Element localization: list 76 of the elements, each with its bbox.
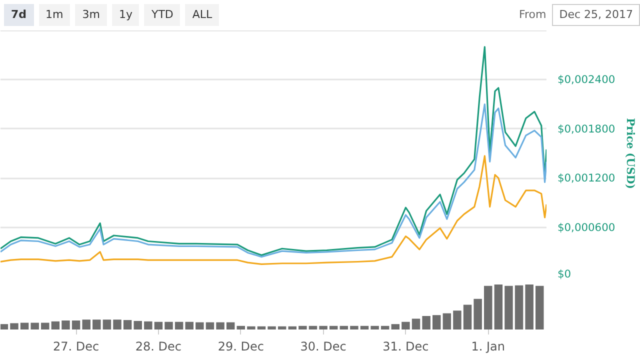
- bar: [236, 326, 245, 330]
- bar: [453, 310, 462, 330]
- bar: [72, 320, 80, 330]
- text: ALL: [185, 4, 220, 26]
- bar: [216, 322, 224, 330]
- bar: [504, 286, 513, 330]
- bar: [185, 322, 194, 330]
- bar: [30, 322, 39, 330]
- bar: [536, 286, 544, 330]
- bar: [340, 326, 348, 330]
- bar: [288, 326, 297, 330]
- y-tick-label: $0,002400: [558, 73, 616, 86]
- bar: [134, 320, 142, 330]
- bar: [474, 298, 482, 330]
- line-series: [0, 104, 546, 258]
- bar: [268, 326, 276, 330]
- bar: [360, 326, 369, 330]
- bar: [62, 320, 70, 330]
- line-series: [0, 46, 546, 256]
- bar: [422, 316, 430, 330]
- bar: [370, 326, 379, 330]
- bar: [123, 320, 132, 330]
- bar: [247, 326, 256, 330]
- x-tick-label: 28. Dec: [135, 340, 182, 354]
- bar: [402, 322, 410, 330]
- line-series: [0, 155, 546, 265]
- text: 1y: [112, 4, 140, 26]
- bar: [319, 326, 328, 330]
- text: 3m: [75, 4, 107, 26]
- bar: [20, 322, 29, 330]
- bar: [196, 322, 204, 330]
- bar: [442, 313, 452, 330]
- text: From: [518, 8, 546, 21]
- bar: [102, 320, 112, 330]
- bar: [278, 326, 286, 330]
- y-axis-title: Price (USD): [624, 118, 638, 189]
- x-tick-label: 1. Jan: [471, 340, 506, 354]
- x-tick-label: 27. Dec: [52, 340, 100, 354]
- bar: [0, 324, 8, 330]
- bar: [154, 322, 163, 330]
- bar: [298, 326, 307, 330]
- x-tick-label: 29. Dec: [218, 340, 264, 354]
- bar: [525, 284, 534, 330]
- bar: [484, 286, 492, 330]
- bar: [144, 321, 152, 330]
- bar: [82, 320, 90, 330]
- y-tick-label: $0: [558, 268, 572, 280]
- bar: [463, 304, 472, 330]
- bar: [412, 318, 420, 330]
- bar: [226, 322, 235, 330]
- bar: [329, 326, 338, 330]
- bar: [174, 322, 184, 330]
- text: Dec 25, 2017: [552, 4, 640, 26]
- text: YTD: [144, 4, 180, 26]
- bar: [257, 326, 266, 330]
- bar: [380, 326, 390, 330]
- bar: [51, 321, 60, 330]
- text: 7d: [4, 4, 34, 26]
- bar: [41, 322, 50, 330]
- bar: [391, 324, 400, 330]
- y-tick-label: $0,000600: [558, 220, 616, 234]
- x-tick-label: 31. Dec: [382, 340, 429, 354]
- bar: [494, 284, 503, 330]
- bar: [206, 322, 214, 330]
- bar: [113, 320, 122, 330]
- x-tick-label: 30. Dec: [300, 340, 346, 354]
- bar: [10, 323, 18, 330]
- bar: [92, 320, 101, 330]
- text: 1m: [38, 4, 70, 26]
- bar: [432, 315, 441, 330]
- y-tick-label: $0,001200: [558, 172, 616, 185]
- bar: [164, 322, 173, 330]
- bar: [514, 285, 524, 330]
- y-tick-label: $0,001800: [558, 122, 616, 136]
- bar: [350, 326, 358, 330]
- bar: [308, 326, 318, 330]
